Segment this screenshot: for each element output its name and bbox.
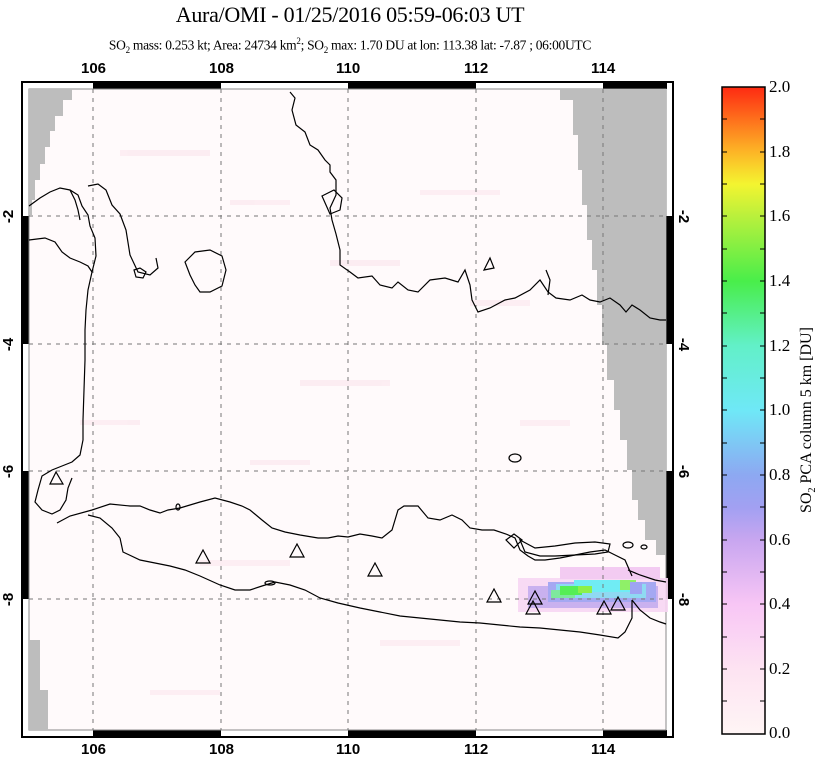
colorbar <box>721 86 766 735</box>
colorbar-title: SO2 PCA column 5 km [DU] <box>798 327 818 513</box>
top-axis-bar <box>93 83 667 89</box>
lon-label-top-106: 106 <box>81 60 107 77</box>
volcano-icon <box>194 548 212 564</box>
lon-label-top-112: 112 <box>464 60 489 77</box>
colorbar-label-1.8: 1.8 <box>769 142 791 161</box>
subtitle-sup: 2 <box>296 36 301 46</box>
chart-title: Aura/OMI - 01/25/2016 05:59-06:03 UT <box>175 2 525 27</box>
subtitle-sub2: 2 <box>323 45 329 56</box>
subtitle-so2-max: ; SO <box>300 37 324 53</box>
volcano-icon <box>595 599 613 615</box>
volcano-markers <box>49 470 627 615</box>
volcano-icon <box>366 561 384 577</box>
colorbar-label-1.6: 1.6 <box>769 206 791 225</box>
colorbar-label-0.8: 0.8 <box>769 465 791 484</box>
subtitle-sub: 2 <box>125 45 131 56</box>
volcano-icon <box>485 587 503 603</box>
so2-plume <box>518 567 668 612</box>
subtitle-rest: max: 1.70 DU at lon: 113.38 lat: -7.87 ;… <box>327 37 592 53</box>
right-axis-bar <box>666 216 672 730</box>
colorbar-title-rest: PCA column 5 km [DU] <box>797 327 815 488</box>
lon-label-bottom-108: 108 <box>209 741 235 758</box>
colorbar-title-so: SO <box>797 492 815 513</box>
lon-label-top-108: 108 <box>209 60 235 77</box>
lon-label-bottom-106: 106 <box>81 741 107 758</box>
lon-label-bottom-114: 114 <box>591 741 616 758</box>
colorbar-ticks <box>722 118 765 702</box>
colorbar-label-0.6: 0.6 <box>769 530 791 549</box>
chart-subtitle: SO2 mass: 0.253 kt; Area: 24734 km2; SO2… <box>0 36 700 55</box>
bottom-axis-bar <box>93 730 667 736</box>
colorbar-label-2.0: 2.0 <box>769 77 791 96</box>
coastlines <box>28 91 667 639</box>
background-noise <box>80 150 570 695</box>
colorbar-label-0.0: 0.0 <box>769 723 791 742</box>
plot-area <box>28 88 667 731</box>
volcano-icon <box>288 542 306 558</box>
colorbar-label-1.0: 1.0 <box>769 400 791 419</box>
volcano-icon <box>524 599 542 615</box>
lon-label-top-114: 114 <box>591 60 616 77</box>
subtitle-so2: SO <box>108 37 126 53</box>
colorbar-label-0.4: 0.4 <box>769 594 791 613</box>
volcano-icon <box>609 595 627 611</box>
lon-label-bottom-112: 112 <box>464 741 489 758</box>
missing-data-left <box>29 89 72 215</box>
volcano-icon <box>49 470 65 485</box>
left-axis-bar <box>23 216 29 599</box>
colorbar-label-1.2: 1.2 <box>769 336 791 355</box>
lon-label-bottom-110: 110 <box>336 741 361 758</box>
subtitle-mass: mass: 0.253 kt; Area: 24734 km <box>129 37 297 53</box>
missing-data-left-bottom <box>29 640 48 730</box>
missing-data-right <box>560 89 666 555</box>
colorbar-title-sub: 2 <box>807 487 819 493</box>
colorbar-label-0.2: 0.2 <box>769 659 791 678</box>
lon-label-top-110: 110 <box>336 60 361 77</box>
colorbar-label-1.4: 1.4 <box>769 271 791 290</box>
